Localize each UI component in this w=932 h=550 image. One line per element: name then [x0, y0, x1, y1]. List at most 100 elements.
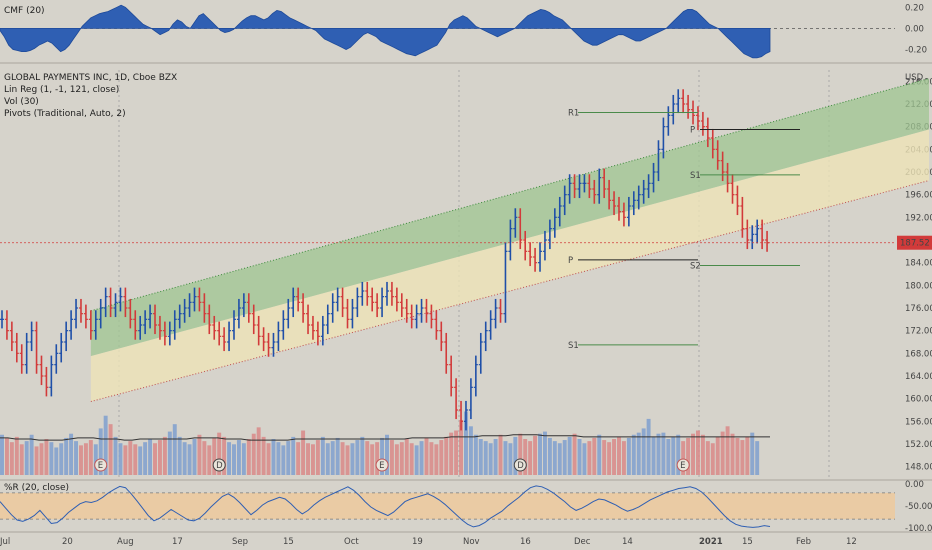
price-tick-label: 184.00 [905, 259, 932, 269]
cmf-area [0, 4, 771, 59]
cmf-panel: 0.20 0.00 -0.20 [0, 3, 932, 64]
volume-bar [103, 415, 108, 475]
cmf-title: CMF (20) [4, 6, 45, 16]
last-price-tag [897, 235, 932, 250]
volume-bar [315, 440, 320, 475]
volume-bar [69, 433, 74, 475]
volume-bar [567, 436, 572, 475]
volume-bar [626, 437, 631, 475]
volume-bar [498, 434, 503, 475]
volume-bar [350, 443, 355, 475]
x-axis: Jul 20 Aug 17 Sep 15 Oct 19 Nov 16 Dec 14 2021 15 Feb 1… [0, 531, 932, 547]
volume-bar [656, 433, 661, 475]
pivot-s1-label: S1 [690, 171, 701, 181]
volume-bar [602, 440, 607, 475]
volume-bar [424, 437, 429, 475]
volume-bar [276, 442, 281, 475]
volume-bar [236, 440, 241, 475]
volume-bar [493, 439, 498, 475]
volume-bar [414, 445, 419, 475]
volume-bar [597, 434, 602, 475]
volume-bar [98, 428, 103, 475]
volume-bar [538, 433, 542, 475]
volume-bar [636, 432, 641, 475]
price-tick-label: 164.00 [905, 372, 932, 382]
volume-bar [513, 436, 518, 475]
x-tick-label: Aug [117, 537, 134, 547]
cmf-tick-label: 0.00 [905, 24, 924, 34]
volume-bar [380, 437, 385, 475]
x-tick-label: 15 [742, 537, 753, 547]
volume-bar [187, 444, 192, 475]
pivot-p-prev-label: P [568, 256, 573, 266]
volume-bar [241, 443, 246, 475]
x-tick-label: Jul [0, 537, 10, 547]
volume-bar [167, 431, 172, 475]
event-marker-label: D [517, 461, 524, 471]
volume-bar [246, 439, 251, 475]
volume-bar [725, 426, 730, 475]
volume-bar [153, 443, 157, 475]
price-tick-label: 192.00 [905, 213, 932, 223]
williams-r-tick-label: -100.00 [905, 524, 932, 534]
volume-bar [108, 424, 113, 475]
volume-bar [14, 436, 19, 475]
price-tick-label: 148.00 [905, 463, 932, 473]
volume-bar [143, 442, 148, 475]
volume-bar [261, 436, 266, 475]
volume-bar [681, 441, 686, 475]
volume-bar [547, 437, 552, 475]
volume-bar [19, 444, 24, 475]
volume-bar [695, 430, 700, 475]
price-tick-label: 160.00 [905, 395, 932, 405]
volume-bar [74, 441, 79, 475]
volume-bar [207, 445, 212, 475]
volume-bar [301, 430, 306, 475]
volume-bar [138, 446, 143, 475]
volume-bar [429, 442, 434, 475]
volume-bar [557, 443, 562, 475]
volume-bar [227, 442, 232, 475]
event-marker [212, 458, 226, 472]
volume-bar [755, 441, 760, 475]
volume-bar [459, 419, 464, 475]
volume-bar [562, 440, 567, 475]
pivot-s1-prev-label: S1 [568, 341, 579, 351]
volume-bar [202, 441, 207, 475]
volume-bar [700, 434, 705, 475]
x-tick-label: Nov [463, 537, 480, 547]
volume-bar [399, 442, 404, 475]
linreg-upper-line [90, 78, 930, 312]
price-title: GLOBAL PAYMENTS INC, 1D, Cboe BZX [4, 73, 177, 83]
volume-bar [44, 439, 49, 475]
price-tick-label: 156.00 [905, 417, 932, 427]
price-tick-label: 176.00 [905, 304, 932, 314]
event-marker [676, 458, 690, 472]
pivot-s2-label: S2 [690, 262, 701, 272]
volume-bar [676, 434, 681, 475]
legend-volume: Vol (30) [4, 97, 39, 107]
volume-bar [720, 431, 725, 475]
volume-bar [340, 442, 345, 475]
volume-bar [617, 436, 621, 475]
cmf-tick-label: -0.20 [905, 45, 927, 55]
volume-bar [730, 433, 735, 475]
volume-bar [715, 436, 720, 475]
williams-r-panel: 0.00 -50.00 -100.00 [0, 480, 932, 534]
volume-bar [745, 436, 750, 475]
volume-bar [394, 444, 399, 475]
price-tick-label: 180.00 [905, 281, 932, 291]
volume-bar [385, 434, 389, 475]
volume-bar [360, 436, 365, 475]
volume-bar [572, 433, 577, 475]
volume-bar [651, 436, 656, 475]
event-marker-label: E [379, 461, 384, 471]
volume-bar [39, 443, 44, 475]
williams-r-line [0, 485, 771, 528]
x-tick-label: 16 [520, 537, 531, 547]
last-price-label: 187.52 [900, 239, 930, 249]
event-marker [513, 458, 527, 472]
volume-bar [197, 434, 202, 475]
volume-bar [148, 439, 153, 475]
